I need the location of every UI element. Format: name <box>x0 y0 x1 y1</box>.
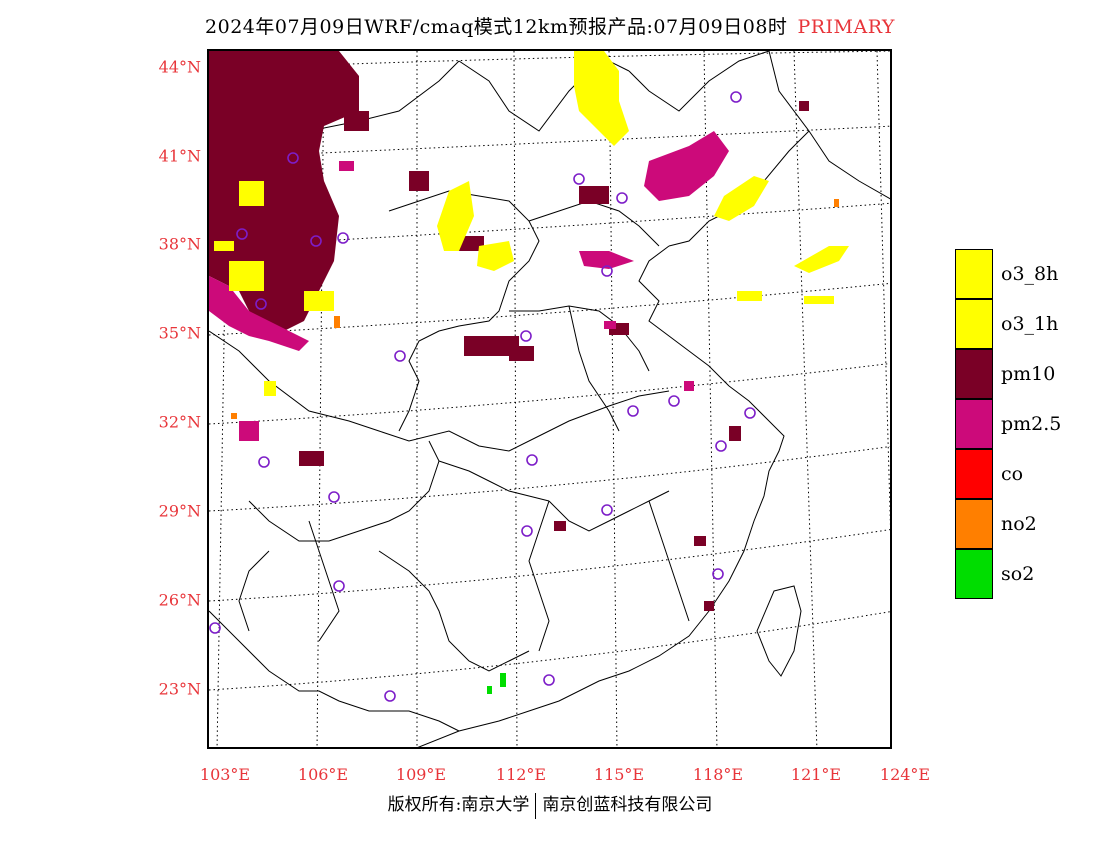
copyright-footer: 版权所有:南京大学 南京创蓝科技有限公司 <box>0 790 1100 819</box>
lon-label-115: 115°E <box>593 765 645 784</box>
lat-label-23: 23°N <box>158 679 201 699</box>
map-canvas <box>209 51 890 747</box>
legend-swatch <box>955 498 993 549</box>
legend-swatch <box>955 249 993 299</box>
lon-label-106: 106°E <box>297 765 349 784</box>
lon-label-103: 103°E <box>199 765 251 784</box>
legend-item-o3-8h: o3_8h <box>955 249 1080 299</box>
pm25-regions <box>209 131 729 441</box>
legend-item-so2: so2 <box>955 548 1080 599</box>
legend-label: o3_8h <box>1001 263 1059 285</box>
province-boundaries <box>209 51 890 747</box>
legend-item-no2: no2 <box>955 498 1080 549</box>
lat-label-29: 29°N <box>158 501 201 521</box>
legend-label: no2 <box>1001 513 1037 535</box>
so2-regions <box>487 673 506 694</box>
legend-swatch <box>955 548 993 599</box>
copyright-owner: 版权所有:南京大学 <box>387 795 530 815</box>
pollutant-legend: o3_8h o3_1h pm10 pm2.5 co no2 so2 <box>955 249 1080 599</box>
primary-tag: PRIMARY <box>797 16 895 38</box>
longitude-gridlines <box>216 51 890 747</box>
legend-label: pm2.5 <box>1001 413 1062 435</box>
o3-regions <box>214 51 849 396</box>
taiwan-outline <box>756 585 802 677</box>
legend-item-o3-1h: o3_1h <box>955 298 1080 349</box>
lon-label-118: 118°E <box>692 765 744 784</box>
footer-divider <box>535 792 537 819</box>
legend-swatch <box>955 298 993 349</box>
lat-label-38: 38°N <box>158 234 201 254</box>
lon-label-109: 109°E <box>395 765 447 784</box>
legend-item-pm25: pm2.5 <box>955 398 1080 449</box>
lat-label-44: 44°N <box>158 57 201 77</box>
pm10-regions <box>209 51 809 611</box>
lat-label-26: 26°N <box>158 590 201 610</box>
lat-label-32: 32°N <box>158 412 201 432</box>
legend-label: co <box>1001 463 1024 485</box>
legend-swatch <box>955 448 993 499</box>
legend-swatch <box>955 348 993 399</box>
station-markers <box>209 91 756 702</box>
lon-label-124: 124°E <box>879 765 931 784</box>
legend-label: so2 <box>1001 563 1035 585</box>
legend-item-co: co <box>955 448 1080 499</box>
latitude-gridlines <box>209 51 890 691</box>
map-panel[interactable] <box>207 49 892 749</box>
lon-label-112: 112°E <box>495 765 547 784</box>
lat-label-41: 41°N <box>158 146 201 166</box>
legend-swatch <box>955 398 993 449</box>
legend-label: pm10 <box>1001 363 1056 385</box>
title-text: 2024年07月09日WRF/cmaq模式12km预报产品:07月09日08时 <box>205 16 788 38</box>
lon-label-121: 121°E <box>790 765 842 784</box>
legend-label: o3_1h <box>1001 313 1059 335</box>
legend-item-pm10: pm10 <box>955 348 1080 399</box>
no2-regions <box>231 199 839 419</box>
map-title: 2024年07月09日WRF/cmaq模式12km预报产品:07月09日08时 P… <box>0 12 1100 39</box>
lat-label-35: 35°N <box>158 323 201 343</box>
copyright-company: 南京创蓝科技有限公司 <box>542 795 713 815</box>
